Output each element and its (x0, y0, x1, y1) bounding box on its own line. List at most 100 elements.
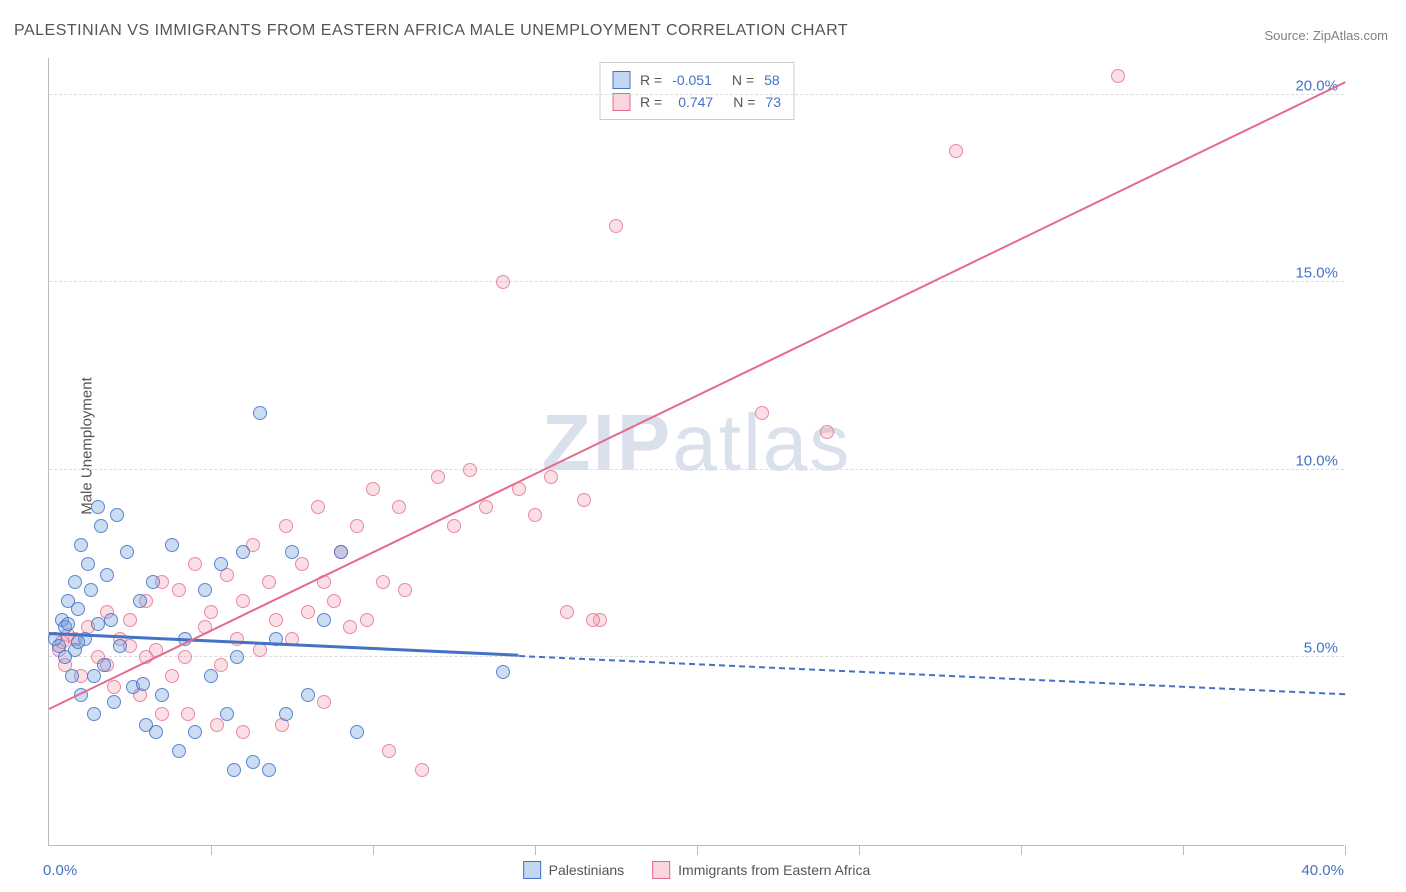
x-tick-label: 40.0% (1301, 862, 1344, 879)
data-point-blue (155, 688, 169, 702)
data-point-pink (210, 718, 224, 732)
data-point-pink (230, 632, 244, 646)
r-value-pink: 0.747 (678, 94, 713, 110)
x-tick (211, 845, 212, 855)
y-tick-label: 20.0% (1295, 77, 1338, 94)
data-point-pink (586, 613, 600, 627)
data-point-blue (253, 406, 267, 420)
data-point-pink (366, 482, 380, 496)
data-point-pink (376, 575, 390, 589)
data-point-blue (94, 519, 108, 533)
n-label: N = (733, 94, 755, 110)
data-point-pink (107, 680, 121, 694)
data-point-blue (87, 707, 101, 721)
data-point-blue (230, 650, 244, 664)
data-point-pink (253, 643, 267, 657)
data-point-pink (820, 425, 834, 439)
data-point-pink (181, 707, 195, 721)
legend-swatch-pink (612, 93, 630, 111)
data-point-blue (65, 669, 79, 683)
data-point-blue (227, 763, 241, 777)
data-point-pink (755, 406, 769, 420)
gridline (49, 469, 1344, 470)
data-point-blue (120, 545, 134, 559)
legend-label-pink: Immigrants from Eastern Africa (678, 862, 870, 878)
data-point-blue (84, 583, 98, 597)
y-tick-label: 15.0% (1295, 265, 1338, 282)
data-point-blue (246, 755, 260, 769)
data-point-blue (71, 602, 85, 616)
watermark-text: ZIPatlas (542, 396, 851, 488)
data-point-blue (262, 763, 276, 777)
data-point-pink (415, 763, 429, 777)
legend-swatch-blue-icon (523, 861, 541, 879)
data-point-blue (71, 635, 85, 649)
data-point-pink (269, 613, 283, 627)
data-point-pink (204, 605, 218, 619)
data-point-pink (398, 583, 412, 597)
legend-item-blue: Palestinians (523, 861, 625, 879)
x-tick (859, 845, 860, 855)
plot-area: ZIPatlas R = -0.051 N = 58 R = 0.747 N =… (48, 58, 1344, 846)
data-point-pink (188, 557, 202, 571)
gridline (49, 281, 1344, 282)
r-value-blue: -0.051 (672, 72, 712, 88)
data-point-pink (577, 493, 591, 507)
data-point-blue (214, 557, 228, 571)
data-point-pink (544, 470, 558, 484)
data-point-pink (311, 500, 325, 514)
data-point-blue (81, 557, 95, 571)
data-point-blue (279, 707, 293, 721)
legend-item-pink: Immigrants from Eastern Africa (652, 861, 870, 879)
data-point-pink (343, 620, 357, 634)
gridline (49, 94, 1344, 95)
n-value-blue: 58 (764, 72, 780, 88)
x-tick (373, 845, 374, 855)
data-point-blue (91, 617, 105, 631)
data-point-blue (350, 725, 364, 739)
data-point-blue (188, 725, 202, 739)
n-label: N = (732, 72, 754, 88)
data-point-blue (198, 583, 212, 597)
x-tick (1021, 845, 1022, 855)
data-point-pink (350, 519, 364, 533)
data-point-blue (104, 613, 118, 627)
data-point-pink (123, 613, 137, 627)
data-point-blue (74, 538, 88, 552)
data-point-blue (68, 575, 82, 589)
data-point-blue (172, 744, 186, 758)
data-point-pink (360, 613, 374, 627)
y-tick-label: 10.0% (1295, 452, 1338, 469)
data-point-pink (172, 583, 186, 597)
x-tick (1183, 845, 1184, 855)
r-label: R = (640, 94, 662, 110)
data-point-blue (110, 508, 124, 522)
data-point-blue (301, 688, 315, 702)
data-point-pink (262, 575, 276, 589)
data-point-blue (100, 568, 114, 582)
y-tick-label: 5.0% (1304, 640, 1338, 657)
data-point-pink (560, 605, 574, 619)
r-label: R = (640, 72, 662, 88)
data-point-blue (133, 594, 147, 608)
data-point-blue (317, 613, 331, 627)
data-point-blue (91, 500, 105, 514)
data-point-pink (447, 519, 461, 533)
chart-title: PALESTINIAN VS IMMIGRANTS FROM EASTERN A… (14, 22, 848, 40)
data-point-blue (61, 617, 75, 631)
data-point-blue (204, 669, 218, 683)
data-point-pink (496, 275, 510, 289)
data-point-blue (165, 538, 179, 552)
data-point-pink (279, 519, 293, 533)
legend-row-blue: R = -0.051 N = 58 (612, 69, 781, 91)
data-point-pink (317, 695, 331, 709)
data-point-blue (136, 677, 150, 691)
data-point-pink (609, 219, 623, 233)
data-point-blue (113, 639, 127, 653)
data-point-pink (214, 658, 228, 672)
data-point-pink (463, 463, 477, 477)
legend-swatch-blue (612, 71, 630, 89)
series-legend: Palestinians Immigrants from Eastern Afr… (523, 861, 871, 879)
data-point-pink (327, 594, 341, 608)
trend-line-blue-dashed (519, 655, 1345, 695)
